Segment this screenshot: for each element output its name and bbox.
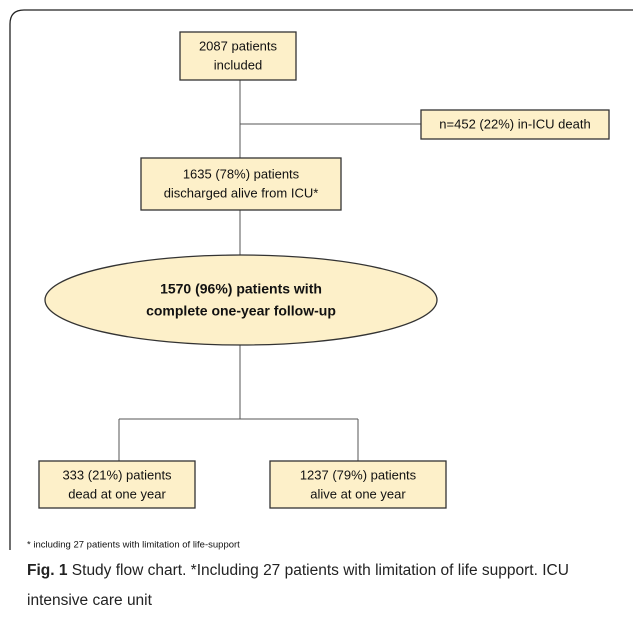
node-box (179, 31, 297, 81)
node-label: n=452 (22%) in-ICU death (439, 116, 590, 131)
node-label: 1635 (78%) patients (183, 166, 300, 181)
node-label: 1570 (96%) patients with (160, 281, 322, 297)
node-label: 333 (21%) patients (62, 467, 172, 482)
node-label: included (214, 57, 262, 72)
node-label: discharged alive from ICU* (164, 185, 319, 200)
node-label: dead at one year (68, 486, 166, 501)
node-box (420, 109, 610, 140)
node-label: alive at one year (310, 486, 406, 501)
node-label: complete one-year follow-up (146, 303, 336, 319)
node-box (38, 460, 196, 509)
node-box (140, 157, 342, 211)
footnote: * including 27 patients with limitation … (27, 540, 240, 551)
node-label: 1237 (79%) patients (300, 467, 417, 482)
caption-text: Study flow chart. *Including 27 patients… (27, 562, 569, 609)
node-ellipse (44, 254, 438, 346)
caption-label: Fig. 1 (27, 562, 68, 579)
node-box (269, 460, 447, 509)
caption: Fig. 1 Study flow chart. *Including 27 p… (27, 556, 623, 616)
node-label: 2087 patients (199, 38, 278, 53)
figure-border (9, 9, 633, 550)
